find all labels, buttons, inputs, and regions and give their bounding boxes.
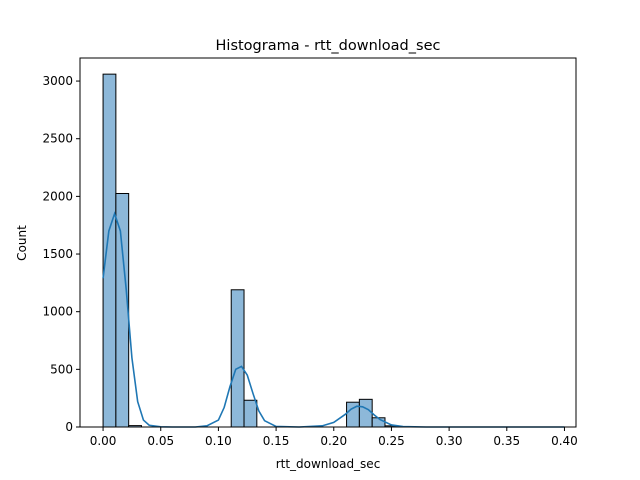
x-tick-label: 0.35 <box>493 434 520 448</box>
x-axis-label: rtt_download_sec <box>276 457 381 471</box>
x-tick-label: 0.00 <box>90 434 117 448</box>
chart-title: Histograma - rtt_download_sec <box>216 38 441 54</box>
plot-frame <box>79 57 577 428</box>
y-tick-label: 1000 <box>42 305 73 319</box>
y-axis-label: Count <box>15 225 29 261</box>
y-tick-label: 2000 <box>42 189 73 203</box>
histogram-bar <box>243 399 258 428</box>
x-tick-label: 0.05 <box>147 434 174 448</box>
x-tick-label: 0.25 <box>378 434 405 448</box>
y-axis-ticks: 0 500 1000 1500 2000 2500 3000 <box>42 74 80 434</box>
x-tick-label: 0.30 <box>436 434 463 448</box>
x-tick-label: 0.15 <box>263 434 290 448</box>
x-tick-label: 0.10 <box>205 434 232 448</box>
x-tick-label: 0.20 <box>320 434 347 448</box>
y-tick-label: 500 <box>50 362 73 376</box>
histogram-bar <box>358 398 373 428</box>
histogram-bar <box>230 289 245 428</box>
y-tick-label: 1500 <box>42 247 73 261</box>
x-axis-ticks: 0.00 0.05 0.10 0.15 0.20 0.25 0.30 0.35 0.40 <box>90 427 578 448</box>
histogram-bar <box>102 73 117 428</box>
y-tick-label: 2500 <box>42 132 73 146</box>
histogram-bar <box>115 192 130 428</box>
x-tick-label: 0.40 <box>551 434 578 448</box>
kde-curve <box>102 211 565 428</box>
y-tick-label: 0 <box>65 420 73 434</box>
y-tick-label: 3000 <box>42 74 73 88</box>
